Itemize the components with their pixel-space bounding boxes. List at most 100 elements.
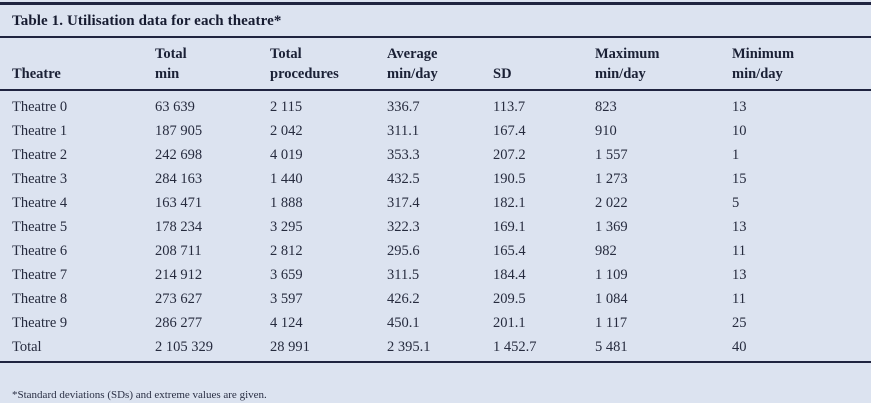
- table-row: Theatre 5 178 234 3 295 322.3 169.1 1 369 13: [0, 215, 871, 239]
- column-header: Average min/day: [387, 38, 493, 91]
- column-header: Maximum min/day: [595, 38, 732, 91]
- row-label-cell: Total: [12, 338, 42, 355]
- table-cell: 167.4: [493, 122, 526, 139]
- table-cell: 432.5: [387, 170, 420, 187]
- column-header: Theatre: [0, 38, 155, 91]
- table-cell: 214 912: [155, 266, 203, 283]
- table-row: Theatre 4 163 471 1 888 317.4 182.1 2 022 5: [0, 191, 871, 215]
- table-header: Theatre Total min Total procedures Average …: [0, 38, 871, 91]
- row-label-cell: Theatre 5: [12, 218, 68, 235]
- table-row: Theatre 7 214 912 3 659 311.5 184.4 1 109 13: [0, 263, 871, 287]
- table-cell: 40: [732, 338, 747, 355]
- table-cell: 190.5: [493, 170, 526, 187]
- row-label-cell: Theatre 8: [12, 290, 68, 307]
- table-header-row: Theatre Total min Total procedures Average …: [0, 38, 871, 91]
- table-cell: 1 557: [595, 146, 628, 163]
- column-header: Total procedures: [270, 38, 387, 91]
- table-cell: 165.4: [493, 242, 526, 259]
- table-row: Theatre 0 63 639 2 115 336.7 113.7 823 13: [0, 90, 871, 119]
- table-row: Theatre 9 286 277 4 124 450.1 201.1 1 117 25: [0, 311, 871, 335]
- table-cell: 11: [732, 290, 746, 307]
- table-title: Table 1. Utilisation data for each theat…: [12, 13, 282, 29]
- table-cell: 184.4: [493, 266, 526, 283]
- title-rule: [0, 36, 871, 38]
- table-cell: 284 163: [155, 170, 203, 187]
- table-row: Theatre 3 284 163 1 440 432.5 190.5 1 273 15: [0, 167, 871, 191]
- table-cell: 163 471: [155, 194, 203, 211]
- table-cell: 2 022: [595, 194, 628, 211]
- table-total-row: Total 2 105 329 28 991 2 395.1 1 452.7 5 481 4…: [0, 335, 871, 359]
- table-cell: 5 481: [595, 338, 628, 355]
- table-cell: 28 991: [270, 338, 310, 355]
- table-cell: 1 369: [595, 218, 628, 235]
- table-cell: 178 234: [155, 218, 203, 235]
- column-header: Minimum min/day: [732, 38, 871, 91]
- table-cell: 201.1: [493, 314, 526, 331]
- table-cell: 15: [732, 170, 747, 187]
- table-cell: 25: [732, 314, 747, 331]
- table-cell: 426.2: [387, 290, 420, 307]
- table-cell: 4 124: [270, 314, 303, 331]
- table-cell: 1 117: [595, 314, 628, 331]
- table-cell: 63 639: [155, 98, 195, 115]
- table-cell: 1 888: [270, 194, 303, 211]
- table-cell: 3 597: [270, 290, 303, 307]
- table-cell: 450.1: [387, 314, 420, 331]
- table-row: Theatre 8 273 627 3 597 426.2 209.5 1 084 11: [0, 287, 871, 311]
- row-label-cell: Theatre 7: [12, 266, 68, 283]
- table-cell: 13: [732, 266, 747, 283]
- table-cell: 311.5: [387, 266, 420, 283]
- table-cell: 2 105 329: [155, 338, 213, 355]
- table-cell: 169.1: [493, 218, 526, 235]
- table-cell: 353.3: [387, 146, 420, 163]
- column-header: SD: [493, 38, 595, 91]
- table-cell: 187 905: [155, 122, 203, 139]
- table-cell: 207.2: [493, 146, 526, 163]
- table-cell: 242 698: [155, 146, 203, 163]
- table-cell: 113.7: [493, 98, 526, 115]
- table-cell: 982: [595, 242, 617, 259]
- row-label-cell: Theatre 9: [12, 314, 68, 331]
- table-cell: 3 295: [270, 218, 303, 235]
- table-cell: 910: [595, 122, 617, 139]
- table-footnote: *Standard deviations (SDs) and extreme v…: [12, 389, 267, 401]
- table-cell: 5: [732, 194, 740, 211]
- table-cell: 1 440: [270, 170, 303, 187]
- table-cell: 823: [595, 98, 617, 115]
- table-cell: 182.1: [493, 194, 526, 211]
- table-cell: 11: [732, 242, 746, 259]
- table-row: Theatre 2 242 698 4 019 353.3 207.2 1 557 1: [0, 143, 871, 167]
- table-row: Theatre 1 187 905 2 042 311.1 167.4 910 10: [0, 119, 871, 143]
- table-cell: 1: [732, 146, 740, 163]
- table-cell: 3 659: [270, 266, 303, 283]
- table-cell: 2 042: [270, 122, 303, 139]
- table-cell: 317.4: [387, 194, 420, 211]
- table-cell: 286 277: [155, 314, 203, 331]
- row-label-cell: Theatre 2: [12, 146, 68, 163]
- table-cell: 1 273: [595, 170, 628, 187]
- table-cell: 2 115: [270, 98, 303, 115]
- row-label-cell: Theatre 1: [12, 122, 68, 139]
- table-cell: 2 395.1: [387, 338, 431, 355]
- table-cell: 1 084: [595, 290, 628, 307]
- table-body: Theatre 0 63 639 2 115 336.7 113.7 823 13 Theat…: [0, 90, 871, 359]
- table-cell: 273 627: [155, 290, 203, 307]
- table-cell: 208 711: [155, 242, 202, 259]
- table-row: Theatre 6 208 711 2 812 295.6 165.4 982 11: [0, 239, 871, 263]
- table-cell: 13: [732, 218, 747, 235]
- row-label-cell: Theatre 3: [12, 170, 68, 187]
- table-cell: 209.5: [493, 290, 526, 307]
- table-cell: 1 452.7: [493, 338, 537, 355]
- table-cell: 13: [732, 98, 747, 115]
- table-cell: 1 109: [595, 266, 628, 283]
- table-cell: 2 812: [270, 242, 303, 259]
- table-cell: 336.7: [387, 98, 420, 115]
- table-cell: 295.6: [387, 242, 420, 259]
- row-label-cell: Theatre 6: [12, 242, 68, 259]
- utilisation-table: Theatre Total min Total procedures Average …: [0, 38, 871, 359]
- bottom-rule: [0, 361, 871, 363]
- column-header: Total min: [155, 38, 270, 91]
- table-cell: 4 019: [270, 146, 303, 163]
- top-rule: [0, 2, 871, 5]
